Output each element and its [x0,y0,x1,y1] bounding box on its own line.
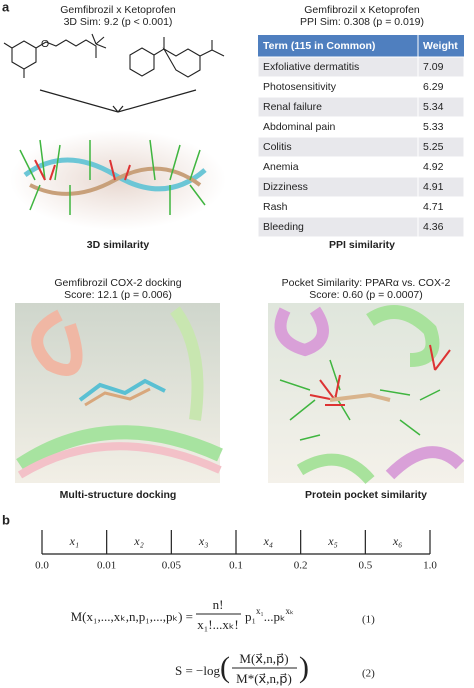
edge-label: 0.1 [229,560,243,572]
table-cell: 5.25 [423,141,444,153]
bin-label: x₁ [69,534,80,548]
panel-label: b [2,512,10,527]
bin-label: x₂ [133,534,144,548]
eq-denominator: M*(x⃗,n,p⃗) [236,671,292,686]
header-cell: Weight [423,40,458,52]
caption: 3D similarity [87,239,150,251]
table-cell: Bleeding [263,221,304,233]
pocket-image [268,303,465,485]
edge-label: 0.05 [162,560,182,572]
edge-label: 0.2 [294,560,308,572]
eq-exponent: xₖ [285,606,294,616]
table-cell: Anemia [263,161,299,173]
table-row [257,216,465,238]
table-cell: Exfoliative dermatitis [263,61,359,73]
eq-numerator: M(x⃗,n,p⃗) [239,651,288,666]
eq-lhs: S = −log [175,663,221,678]
title: Gemfibrozil COX-2 docking [54,277,181,289]
table-cell: 7.09 [423,61,444,73]
eq-term: ...pₖ [264,609,286,624]
arrow [39,89,197,113]
panel-label: a [2,0,10,14]
edge-label: 0.0 [35,560,49,572]
subtitle: Score: 12.1 (p = 0.006) [64,289,172,301]
eq-numerator: n! [213,597,224,612]
molecule-ketoprofen [129,37,225,78]
subtitle: 3D Sim: 9.2 (p < 0.001) [64,16,173,28]
eq-denominator: x₁!...xₖ! [197,617,238,632]
table-cell: 6.29 [423,81,444,93]
table-cell: 5.34 [423,101,444,113]
table-cell: 4.92 [423,161,444,173]
atom: O [41,38,49,50]
eq-number: (2) [362,668,375,680]
edge-label: 1.0 [423,560,437,572]
eq-rhs: p₁x₁...pₖxₖ [245,606,294,624]
title: Gemfibrozil x Ketoprofen [60,4,176,16]
table-cell: 4.36 [423,221,444,233]
3d-overlay-image [10,130,226,230]
table-cell: Colitis [263,141,292,153]
subtitle: Score: 0.60 (p = 0.0007) [309,289,423,301]
bin-label: x₄ [263,534,274,548]
table-cell: Rash [263,201,288,213]
table-cell: 4.91 [423,181,444,193]
caption: Protein pocket similarity [305,489,427,501]
caption: PPI similarity [329,239,395,251]
eq-paren: ) [299,651,309,684]
caption: Multi-structure docking [60,489,177,501]
header-cell: Term (115 in Common) [263,40,375,52]
bin-label: x₃ [198,534,209,548]
table-cell: 4.71 [423,201,444,213]
subtitle: PPI Sim: 0.308 (p = 0.019) [300,16,424,28]
equation-1: M(x₁,...,xₖ,n,p₁,...,pₖ) = n! x₁!...xₖ! … [71,597,376,632]
edge-label: 0.01 [97,560,116,572]
bins: 0.0 0.01 0.05 0.1 0.2 0.5 1.0 x₁ x₂ x₃ x₄ x₅ x₆ [35,530,437,572]
table: Term (115 in Common) Weight Exfoliative de… [257,35,465,238]
eq-paren: ( [220,651,230,684]
title: Pocket Similarity: PPARα vs. COX-2 [282,277,451,289]
molecule-gemfibrozil: O [3,33,107,78]
docking-image [15,303,223,483]
bin-label: x₆ [392,534,403,548]
table-cell: Dizziness [263,181,308,193]
table-cell: Photosensitivity [263,81,337,93]
table-cell: Abdominal pain [263,121,336,133]
eq-lhs: M(x₁,...,xₖ,n,p₁,...,pₖ) = [71,609,193,624]
eq-number: (1) [362,614,375,626]
title: Gemfibrozil x Ketoprofen [304,4,420,16]
table-cell: 5.33 [423,121,444,133]
eq-exponent: x₁ [256,606,264,616]
eq-term: p₁ [245,609,256,624]
edge-label: 0.5 [358,560,372,572]
equation-2: S = −log ( M(x⃗,n,p⃗) M*(x⃗,n,p⃗) ) (2) [175,651,375,686]
table-header [258,35,464,57]
bin-label: x₅ [327,534,338,548]
table-cell: Renal failure [263,101,322,113]
